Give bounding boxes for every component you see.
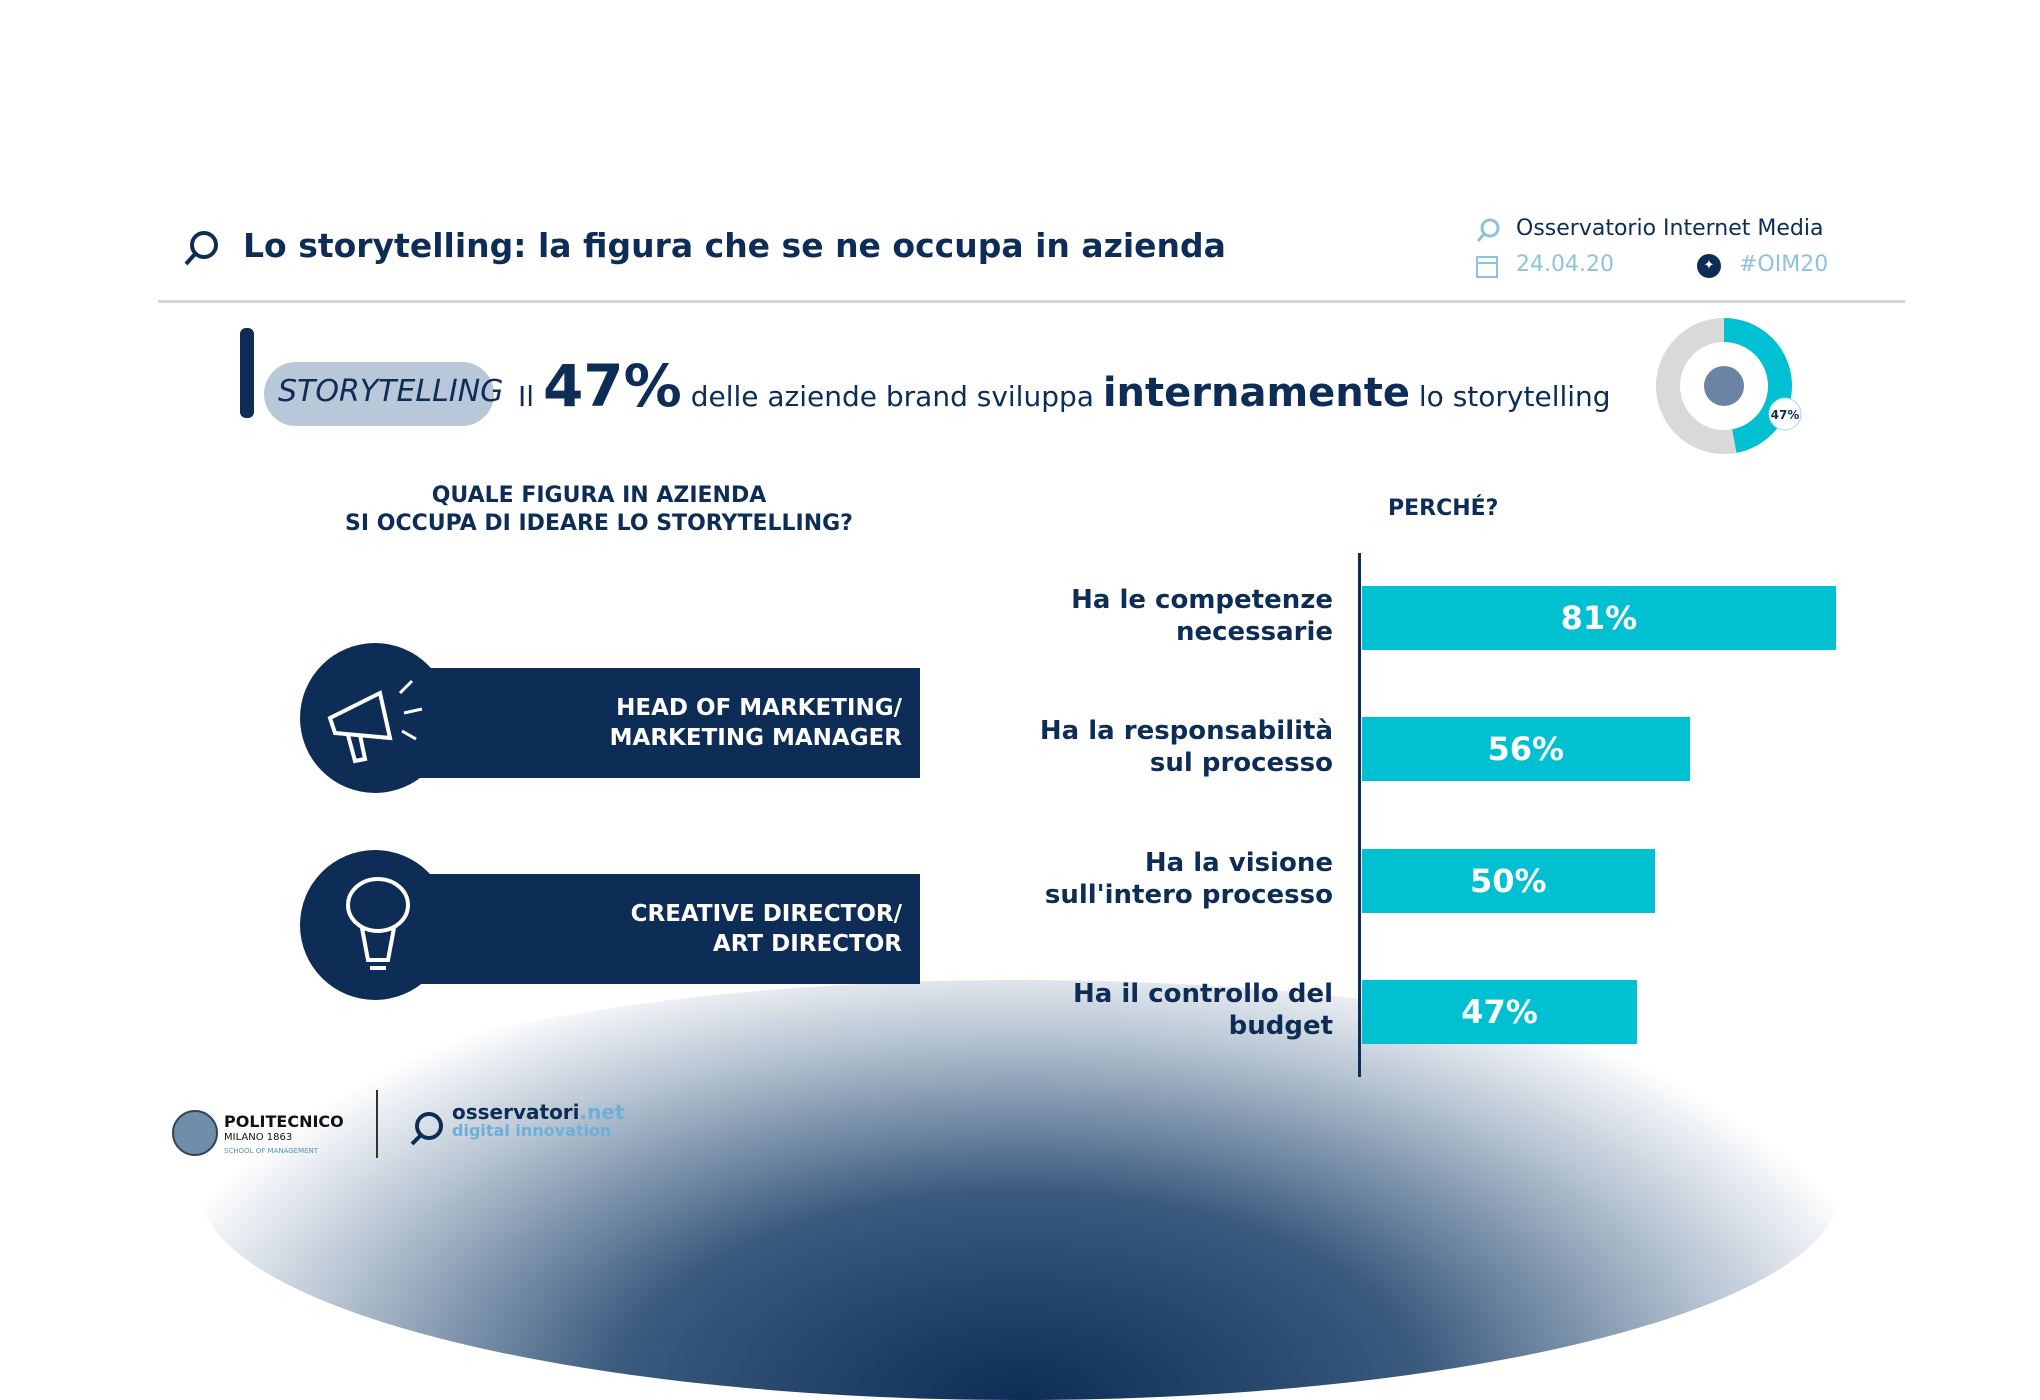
role-line1: HEAD OF MARKETING/ xyxy=(616,695,902,721)
headline-middle: delle aziende brand sviluppa xyxy=(690,380,1094,413)
bar-value-label: 56% xyxy=(1487,730,1565,768)
footer-divider xyxy=(376,1090,378,1158)
bar: 81% xyxy=(1362,586,1836,650)
date: 24.04.20 xyxy=(1516,252,1614,277)
brain-bulb-icon xyxy=(1704,366,1744,406)
osservatori-name: osservatori.net xyxy=(452,1100,625,1124)
role-card-creative: CREATIVE DIRECTOR/ ART DIRECTOR xyxy=(375,874,920,984)
bar: 56% xyxy=(1362,717,1690,781)
calendar-icon xyxy=(1476,256,1498,278)
osservatori-logo-icon xyxy=(184,231,218,266)
bar-value-label: 50% xyxy=(1469,862,1547,900)
category-label-line: Ha le competenze xyxy=(1071,585,1333,615)
storytelling-illustration: STORYTELLING xyxy=(234,322,504,428)
megaphone-icon xyxy=(327,679,423,764)
polimi-name: POLITECNICO xyxy=(224,1112,344,1131)
storytelling-lettering: STORYTELLING xyxy=(278,374,504,409)
polimi-school: SCHOOL OF MANAGEMENT xyxy=(224,1147,319,1155)
bar-value-label: 81% xyxy=(1560,599,1638,637)
headline-emphasis: internamente xyxy=(1102,370,1410,416)
category-label-line: sul processo xyxy=(1149,748,1333,778)
role-line2: ART DIRECTOR xyxy=(712,931,902,957)
role-card-marketing: HEAD OF MARKETING/ MARKETING MANAGER xyxy=(375,668,920,778)
page-title: Lo storytelling: la figura che se ne occ… xyxy=(243,226,1226,265)
observatory-icon xyxy=(1476,218,1500,242)
observatory-name: Osservatorio Internet Media xyxy=(1516,216,1824,241)
osservatori-tagline: digital innovation xyxy=(452,1121,612,1140)
category-label-line: necessarie xyxy=(1175,617,1333,647)
bar: 50% xyxy=(1362,849,1655,913)
category-label-line: Ha la visione xyxy=(1144,848,1333,878)
polimi-seal-logo xyxy=(172,1110,218,1156)
headline-suffix: lo storytelling xyxy=(1418,380,1611,413)
chart-axis xyxy=(1358,553,1361,1077)
question-line2: SI OCCUPA DI IDEARE LO STORYTELLING? xyxy=(345,511,853,536)
role-line1: CREATIVE DIRECTOR/ xyxy=(630,901,902,927)
category-label-line: sull'intero processo xyxy=(1044,880,1333,910)
osservatori-logo-icon xyxy=(410,1112,443,1146)
question-line1: QUALE FIGURA IN AZIENDA xyxy=(431,483,767,508)
brain-bulb-icon xyxy=(346,877,410,970)
bar: 47% xyxy=(1362,980,1637,1044)
category-label: Ha il controllo del budget xyxy=(953,978,1333,1042)
twitter-icon[interactable]: ✦ xyxy=(1697,254,1721,278)
category-label: Ha la visione sull'intero processo xyxy=(953,847,1333,911)
category-label-line: Ha il controllo del xyxy=(1072,979,1333,1009)
osservatori-brand: osservatori xyxy=(452,1100,580,1124)
headline-prefix: Il xyxy=(518,380,535,413)
chart-title: PERCHÉ? xyxy=(1388,496,1499,521)
bar-value-label: 47% xyxy=(1461,993,1538,1031)
headline: Il 47% delle aziende brand sviluppa inte… xyxy=(518,352,1611,420)
hashtag[interactable]: #OIM20 xyxy=(1739,252,1829,277)
divider xyxy=(158,300,1905,303)
category-label: Ha la responsabilità sul processo xyxy=(953,715,1333,779)
category-label-line: budget xyxy=(1228,1011,1333,1041)
donut-chart: 47% xyxy=(1656,318,1802,454)
role-icon-circle xyxy=(300,643,450,793)
role-icon-circle xyxy=(300,850,450,1000)
category-label: Ha le competenze necessarie xyxy=(953,584,1333,648)
question-heading: QUALE FIGURA IN AZIENDA SI OCCUPA DI IDE… xyxy=(300,482,898,538)
headline-percent: 47% xyxy=(542,352,682,420)
category-label-line: Ha la responsabilità xyxy=(1039,716,1333,746)
donut-label: 47% xyxy=(1771,408,1800,422)
donut-fill xyxy=(1656,318,1792,454)
role-line2: MARKETING MANAGER xyxy=(609,725,902,751)
polimi-sub: MILANO 1863 xyxy=(224,1132,293,1143)
osservatori-tld: .net xyxy=(579,1100,625,1124)
